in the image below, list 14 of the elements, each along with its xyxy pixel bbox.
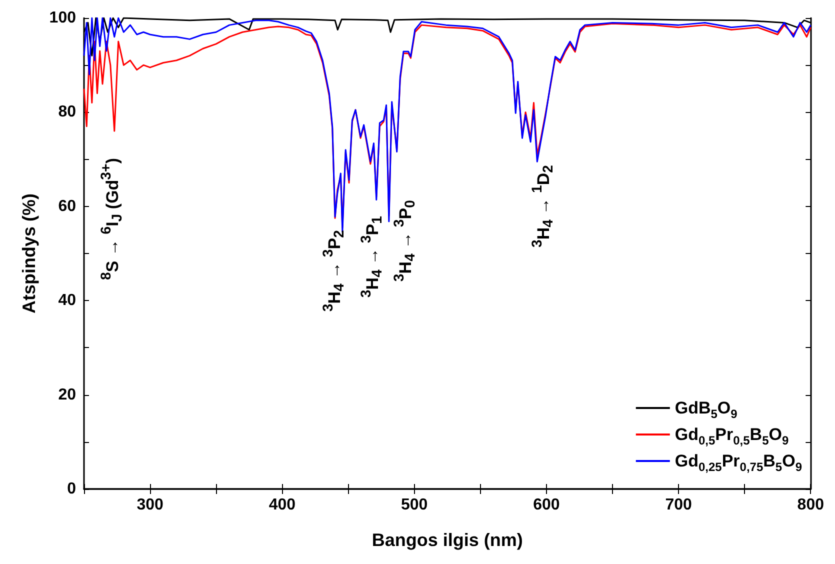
x-tick-label: 800 (797, 496, 824, 514)
y-tick-label: 40 (58, 292, 76, 310)
x-tick-label: 500 (400, 496, 428, 514)
y-tick-label: 100 (49, 10, 76, 26)
y-tick-label: 20 (58, 386, 76, 404)
x-tick-label: 400 (268, 496, 296, 514)
x-axis-title: Bangos ilgis (nm) (372, 530, 523, 550)
y-tick-label: 60 (58, 198, 76, 215)
x-tick-label: 300 (136, 496, 164, 514)
y-tick-label: 0 (67, 480, 76, 498)
x-tick-label: 600 (533, 496, 560, 514)
y-tick-label: 80 (58, 104, 76, 121)
x-tick-label: 700 (665, 496, 692, 514)
y-axis-title: Atspindys (%) (19, 193, 39, 314)
